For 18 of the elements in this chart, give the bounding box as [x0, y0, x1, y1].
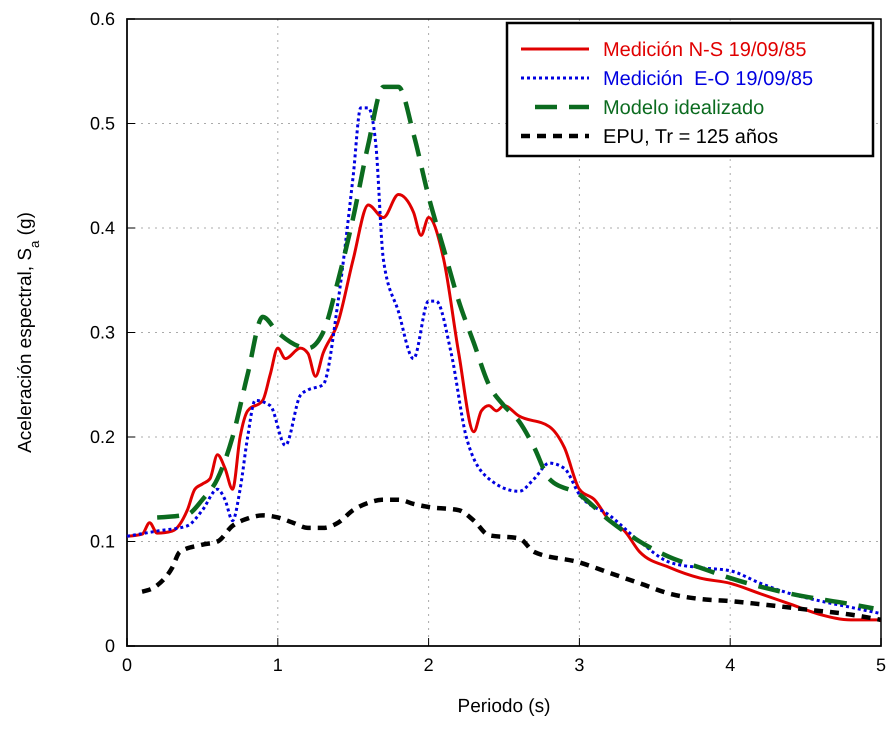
legend-label: Modelo idealizado: [603, 97, 764, 119]
x-tick-label: 0: [122, 654, 132, 675]
legend-label: Medición N-S 19/09/85: [603, 39, 806, 61]
y-tick-label: 0.1: [90, 531, 115, 552]
y-tick-label: 0.4: [90, 218, 115, 238]
x-tick-label: 2: [424, 654, 434, 675]
x-tick-label: 1: [272, 654, 283, 675]
x-tick-label: 3: [574, 654, 584, 675]
y-tick-label: 0.3: [90, 322, 115, 342]
y-tick-label: 0.5: [90, 113, 115, 134]
x-tick-label: 5: [876, 654, 886, 675]
x-axis-title: Periodo (s): [458, 696, 550, 717]
x-tick-label: 4: [725, 654, 736, 675]
legend-label: Medición E-O 19/09/85: [603, 68, 814, 90]
y-tick-label: 0.2: [90, 426, 115, 447]
y-tick-label: 0.6: [90, 8, 115, 29]
y-tick-label: 0: [104, 636, 115, 656]
legend-label: EPU, Tr = 125 años: [603, 126, 778, 148]
